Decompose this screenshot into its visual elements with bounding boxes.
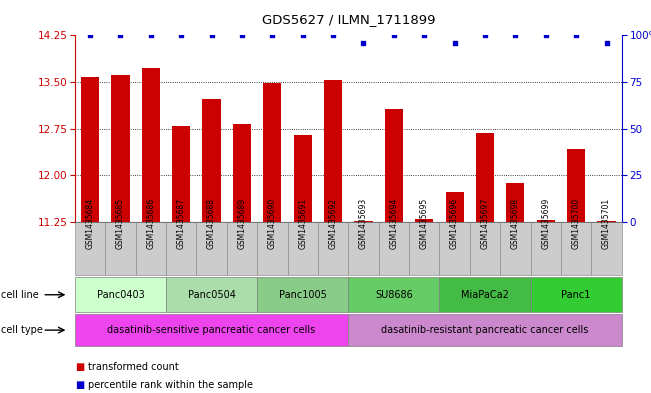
- Point: [85, 32, 95, 39]
- Point: [328, 32, 339, 39]
- Bar: [324, 80, 342, 222]
- Bar: [202, 99, 221, 222]
- Text: percentile rank within the sample: percentile rank within the sample: [88, 380, 253, 390]
- Text: GDS5627 / ILMN_1711899: GDS5627 / ILMN_1711899: [262, 13, 435, 26]
- Bar: [476, 133, 494, 222]
- Text: ■: ■: [75, 380, 84, 390]
- Text: Panc1: Panc1: [561, 290, 591, 300]
- Point: [571, 32, 581, 39]
- Text: dasatinib-resistant pancreatic cancer cells: dasatinib-resistant pancreatic cancer ce…: [381, 325, 589, 335]
- Bar: [445, 192, 464, 222]
- Text: GSM1435697: GSM1435697: [480, 197, 490, 248]
- Text: dasatinib-sensitive pancreatic cancer cells: dasatinib-sensitive pancreatic cancer ce…: [107, 325, 316, 335]
- Text: GSM1435685: GSM1435685: [116, 197, 125, 248]
- Point: [540, 32, 551, 39]
- Bar: [294, 135, 312, 222]
- Text: GSM1435690: GSM1435690: [268, 197, 277, 248]
- Bar: [415, 219, 434, 222]
- Text: GSM1435695: GSM1435695: [420, 197, 429, 248]
- Bar: [111, 75, 130, 222]
- Point: [480, 32, 490, 39]
- Bar: [142, 68, 160, 222]
- Text: Panc0403: Panc0403: [96, 290, 145, 300]
- Text: GSM1435701: GSM1435701: [602, 197, 611, 248]
- Bar: [263, 83, 281, 222]
- Point: [449, 40, 460, 46]
- Point: [176, 32, 186, 39]
- Text: GSM1435687: GSM1435687: [176, 197, 186, 248]
- Point: [146, 32, 156, 39]
- Text: Panc1005: Panc1005: [279, 290, 327, 300]
- Text: GSM1435692: GSM1435692: [329, 197, 338, 248]
- Text: GSM1435696: GSM1435696: [450, 197, 459, 248]
- Bar: [506, 184, 525, 222]
- Bar: [536, 220, 555, 222]
- Point: [510, 32, 521, 39]
- Point: [206, 32, 217, 39]
- Text: GSM1435684: GSM1435684: [85, 197, 94, 248]
- Point: [358, 40, 368, 46]
- Text: ■: ■: [75, 362, 84, 373]
- Bar: [385, 109, 403, 222]
- Text: GSM1435689: GSM1435689: [238, 197, 247, 248]
- Text: GSM1435691: GSM1435691: [298, 197, 307, 248]
- Point: [237, 32, 247, 39]
- Text: SU8686: SU8686: [375, 290, 413, 300]
- Text: GSM1435699: GSM1435699: [541, 197, 550, 248]
- Text: Panc0504: Panc0504: [187, 290, 236, 300]
- Bar: [567, 149, 585, 222]
- Text: MiaPaCa2: MiaPaCa2: [461, 290, 509, 300]
- Bar: [172, 126, 190, 222]
- Text: GSM1435700: GSM1435700: [572, 197, 581, 248]
- Point: [298, 32, 308, 39]
- Text: transformed count: transformed count: [88, 362, 178, 373]
- Text: GSM1435698: GSM1435698: [511, 197, 520, 248]
- Text: cell line: cell line: [1, 290, 38, 300]
- Point: [389, 32, 399, 39]
- Text: GSM1435688: GSM1435688: [207, 198, 216, 248]
- Point: [419, 32, 430, 39]
- Bar: [598, 221, 616, 222]
- Bar: [81, 77, 99, 222]
- Bar: [233, 124, 251, 222]
- Text: GSM1435686: GSM1435686: [146, 197, 156, 248]
- Text: GSM1435693: GSM1435693: [359, 197, 368, 248]
- Bar: [354, 221, 372, 222]
- Text: cell type: cell type: [1, 325, 42, 335]
- Point: [115, 32, 126, 39]
- Text: GSM1435694: GSM1435694: [389, 197, 398, 248]
- Point: [267, 32, 277, 39]
- Point: [602, 40, 612, 46]
